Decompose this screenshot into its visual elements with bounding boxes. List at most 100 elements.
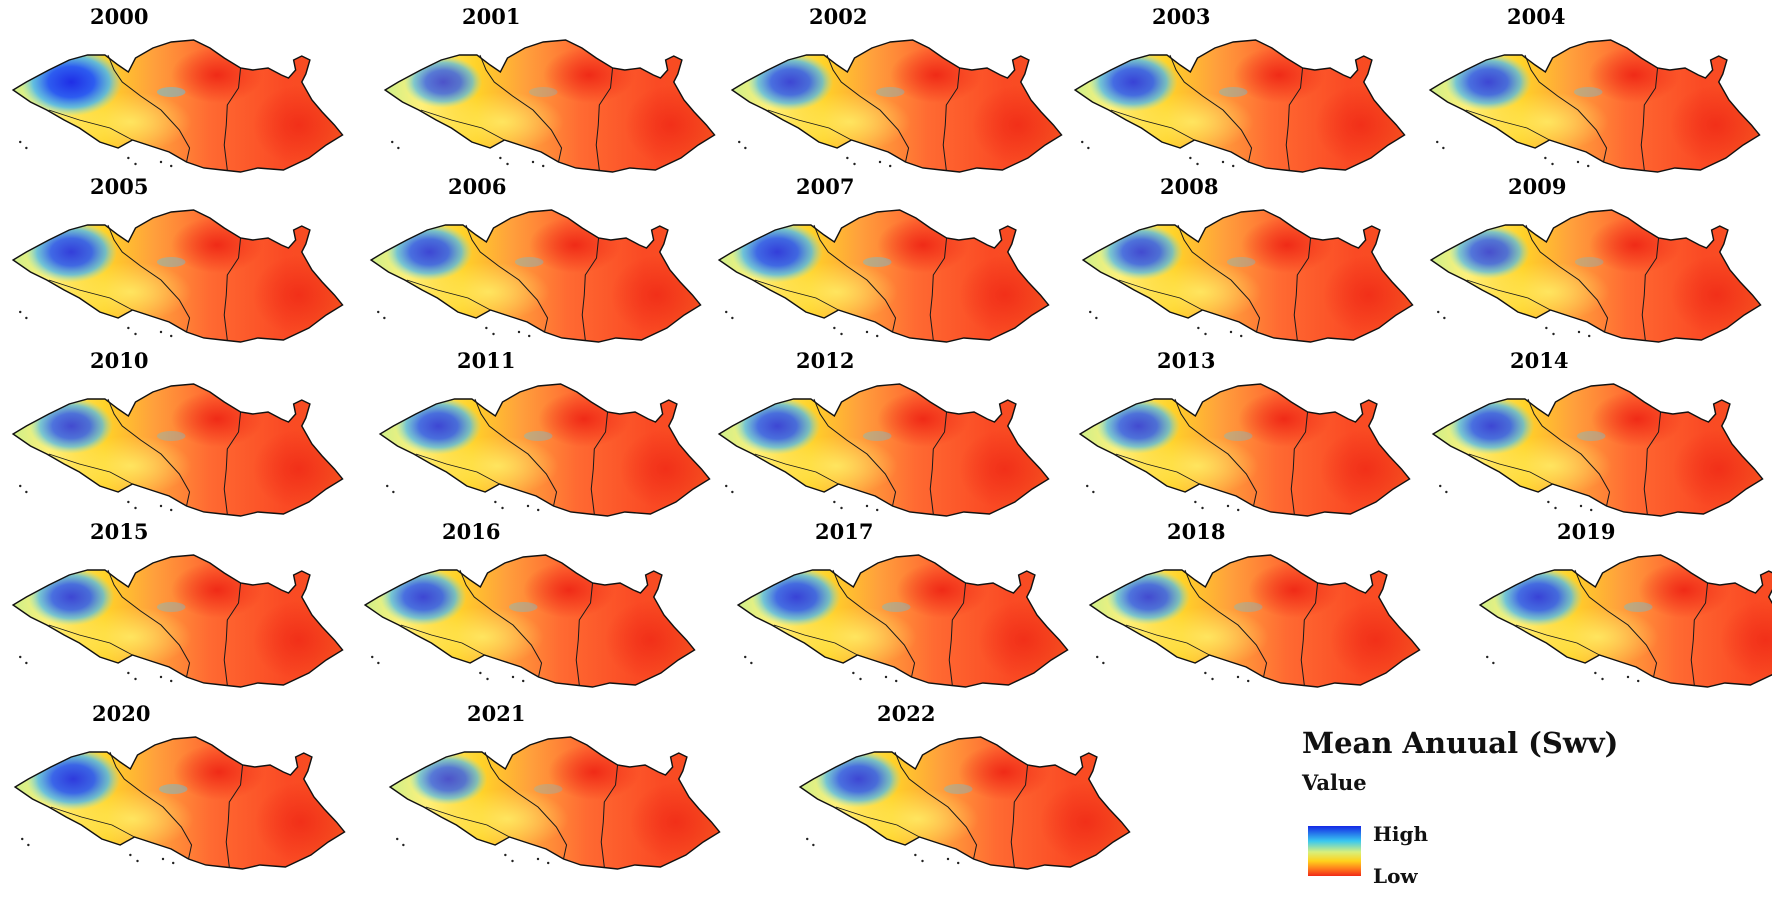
panel-year-label: 2002 [809,4,867,29]
panel-year-label: 2005 [90,174,148,199]
legend-high-label: High [1373,822,1429,846]
region-map [12,383,344,517]
basin-boundary [942,67,961,171]
basin-boundary [459,569,543,678]
basin-boundary [948,582,967,686]
basin-boundary [1010,764,1029,868]
basin-boundary [929,237,948,341]
panel-year-label: 2016 [442,519,500,544]
wet-zone [1096,398,1180,454]
wet-zone [1448,225,1530,279]
basin-boundary [826,54,910,163]
region-map [12,554,344,688]
basin-boundary [1527,398,1611,507]
basin-boundary [1169,54,1253,163]
map-panel-2018: 2018 [1089,519,1421,688]
wet-zone [404,56,483,108]
map-panel-2003: 2003 [1074,4,1406,173]
basin-boundary [1641,237,1660,341]
basin-boundary [1174,398,1258,507]
basin-boundary [1177,224,1261,333]
panel-year-label: 2001 [462,4,520,29]
map-panel-2009: 2009 [1430,174,1762,343]
wet-zone [1448,397,1535,455]
region-map [1479,554,1772,688]
basin-boundary [1690,582,1709,686]
map-panel-2002: 2002 [731,4,1063,173]
map-panel-2016: 2016 [364,519,696,688]
panel-year-label: 2006 [448,174,506,199]
wet-zone [731,221,823,283]
panel-year-label: 2013 [1157,348,1215,373]
wet-zone [20,48,123,116]
map-panel-2005: 2005 [12,174,344,343]
region-map [364,554,696,688]
panel-year-label: 2009 [1508,174,1566,199]
wet-zone [734,397,821,455]
basin-boundary [575,582,594,686]
region-map [12,209,344,343]
map-panel-2008: 2008 [1082,174,1414,343]
map-panel-2019: 2019 [1479,519,1772,688]
map-panel-2014: 2014 [1432,348,1764,517]
map-panel-2004: 2004 [1429,4,1761,173]
map-panel-2000: 2000 [12,4,344,173]
panel-year-label: 2014 [1510,348,1568,373]
panel-year-label: 2015 [90,519,148,544]
region-map [1429,39,1761,173]
panel-year-label: 2019 [1557,519,1615,544]
panel-year-label: 2021 [467,701,525,726]
basin-boundary [107,54,191,163]
map-panel-2021: 2021 [389,701,721,870]
region-map [1432,383,1764,517]
basin-boundary [223,582,242,686]
basin-boundary [813,398,897,507]
basin-boundary [1524,54,1608,163]
basin-boundary [474,398,558,507]
basin-boundary [1643,411,1662,515]
region-map [737,554,1069,688]
panel-year-label: 2018 [1167,519,1225,544]
basin-boundary [484,751,568,860]
region-map [718,209,1050,343]
panel-year-label: 2000 [90,4,148,29]
basin-boundary [107,569,191,678]
basin-boundary [223,411,242,515]
basin-boundary [894,751,978,860]
region-map [1430,209,1762,343]
basin-boundary [1525,224,1609,333]
region-map [384,39,716,173]
basin-boundary [1290,411,1309,515]
map-panel-2010: 2010 [12,348,344,517]
region-map [1074,39,1406,173]
map-panel-2006: 2006 [370,174,702,343]
wet-zone [1088,52,1178,112]
legend-color-ramp [1308,826,1361,876]
wet-zone [1493,567,1583,627]
basin-boundary [223,67,242,171]
basin-boundary [107,224,191,333]
basin-boundary [107,398,191,507]
basin-boundary [813,224,897,333]
map-panel-2022: 2022 [799,701,1131,870]
panel-year-label: 2017 [815,519,873,544]
basin-boundary [590,411,609,515]
wet-zone [409,753,488,805]
panel-year-label: 2003 [1152,4,1210,29]
region-map [718,383,1050,517]
panel-year-label: 2004 [1507,4,1565,29]
map-panel-2013: 2013 [1079,348,1411,517]
panel-year-label: 2008 [1160,174,1218,199]
wet-zone [1445,53,1532,111]
basin-boundary [1293,237,1312,341]
basin-boundary [600,764,619,868]
region-map [12,39,344,173]
region-map [1089,554,1421,688]
region-map [370,209,702,343]
basin-boundary [1300,582,1319,686]
map-panel-2017: 2017 [737,519,1069,688]
region-map [379,383,711,517]
basin-boundary [832,569,916,678]
wet-zone [747,53,834,111]
